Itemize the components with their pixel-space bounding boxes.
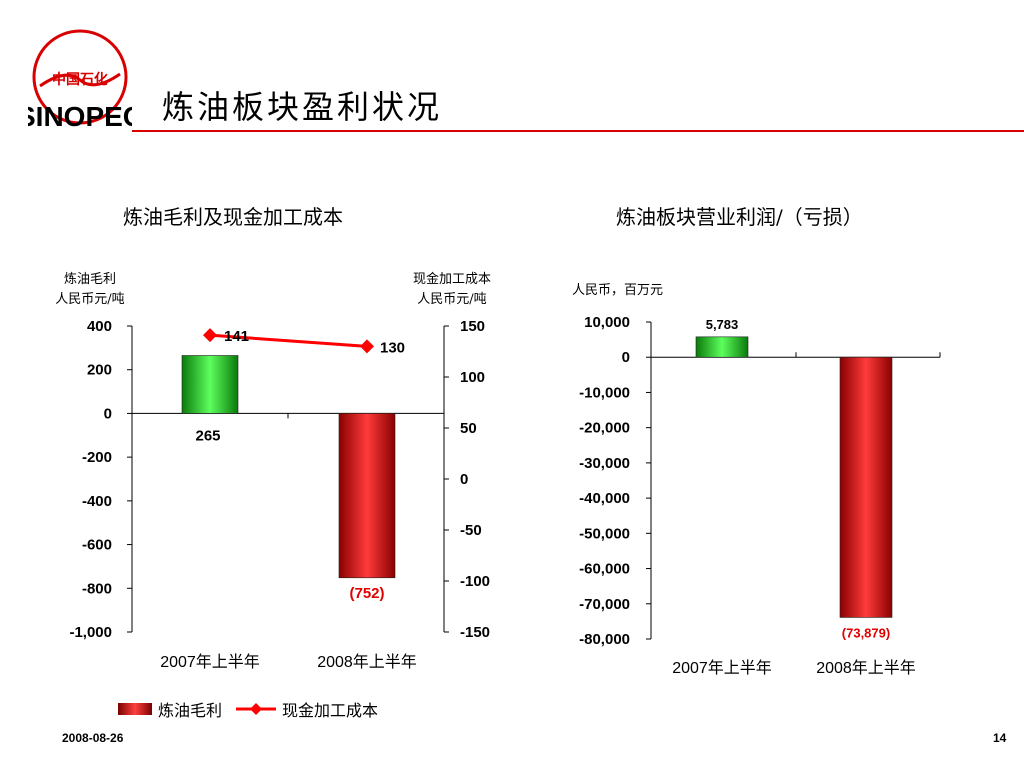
cost-data-label: 141 <box>224 328 249 345</box>
legend-bar-swatch <box>118 703 152 715</box>
profit-tick-label: -80,000 <box>579 631 630 648</box>
margin-data-label: (752) <box>349 585 384 602</box>
profit-tick-label: -40,000 <box>579 490 630 507</box>
cost-line <box>209 333 368 348</box>
right-tick-label: 100 <box>460 369 485 386</box>
profit-tick-label: 10,000 <box>584 314 630 331</box>
left-axis-unit: 人民币元/吨 <box>55 292 124 307</box>
left-axis-label: 炼油毛利 <box>64 272 116 287</box>
sinopec-logo: 中国石化 SINOPEC <box>28 29 132 132</box>
cost-point-marker <box>203 328 217 343</box>
category-label: 2007年上半年 <box>160 653 260 671</box>
right-tick-label: 150 <box>460 318 485 335</box>
legend-label-margin: 炼油毛利 <box>158 701 223 720</box>
right-tick-label: -100 <box>460 573 490 590</box>
margin-data-label: 265 <box>195 427 220 444</box>
left-tick-label: -600 <box>82 537 112 554</box>
left-tick-label: -400 <box>82 493 112 510</box>
right-tick-label: -50 <box>460 522 482 539</box>
profit-tick-label: -60,000 <box>579 561 630 578</box>
legend-line-swatch <box>236 703 277 715</box>
footer-date: 2008-08-26 <box>62 731 124 745</box>
chart-legend: 炼油毛利 现金加工成本 <box>118 697 392 721</box>
cost-data-label: 130 <box>380 339 405 356</box>
profit-data-label: 5,783 <box>706 317 739 332</box>
profit-tick-label: -10,000 <box>579 384 630 401</box>
left-tick-label: -1,000 <box>69 624 112 641</box>
left-tick-label: 400 <box>87 318 112 335</box>
left-tick-label: -200 <box>82 449 112 466</box>
right-tick-label: -150 <box>460 624 490 641</box>
page-title: 炼油板块盈利状况 <box>162 88 443 126</box>
profit-tick-label: -20,000 <box>579 420 630 437</box>
right-chart-unit-label: 人民币，百万元 <box>572 283 663 298</box>
margin-bar <box>181 355 239 414</box>
title-divider <box>132 130 1024 132</box>
chart-right-title: 炼油板块营业利润/（亏损） <box>616 205 863 229</box>
left-tick-label: -800 <box>82 580 112 597</box>
left-tick-label: 200 <box>87 362 112 379</box>
right-axis-label: 现金加工成本 <box>413 271 491 287</box>
profit-tick-label: -50,000 <box>579 525 630 542</box>
right-axis-unit: 人民币元/吨 <box>417 292 486 307</box>
profit-data-label: (73,879) <box>842 625 890 640</box>
legend-item-cost: 现金加工成本 <box>236 697 378 721</box>
category-label: 2008年上半年 <box>816 659 916 677</box>
profit-tick-label: -70,000 <box>579 596 630 613</box>
left-tick-label: 0 <box>104 405 112 422</box>
category-label: 2007年上半年 <box>672 659 772 677</box>
legend-label-cost: 现金加工成本 <box>282 701 379 720</box>
profit-tick-label: -30,000 <box>579 455 630 472</box>
svg-text:SINOPEC: SINOPEC <box>28 101 132 132</box>
margin-bar <box>338 413 396 579</box>
profit-tick-label: 0 <box>622 349 630 366</box>
category-label: 2008年上半年 <box>317 653 417 671</box>
right-tick-label: 0 <box>460 471 468 488</box>
chart-left-title: 炼油毛利及现金加工成本 <box>123 205 343 229</box>
right-tick-label: 50 <box>460 420 477 437</box>
profit-bar <box>695 336 749 358</box>
legend-item-margin: 炼油毛利 <box>118 697 222 721</box>
page-number: 14 <box>993 731 1007 745</box>
cost-point-marker <box>360 339 374 354</box>
svg-text:中国石化: 中国石化 <box>52 71 108 87</box>
profit-bar <box>839 356 893 618</box>
